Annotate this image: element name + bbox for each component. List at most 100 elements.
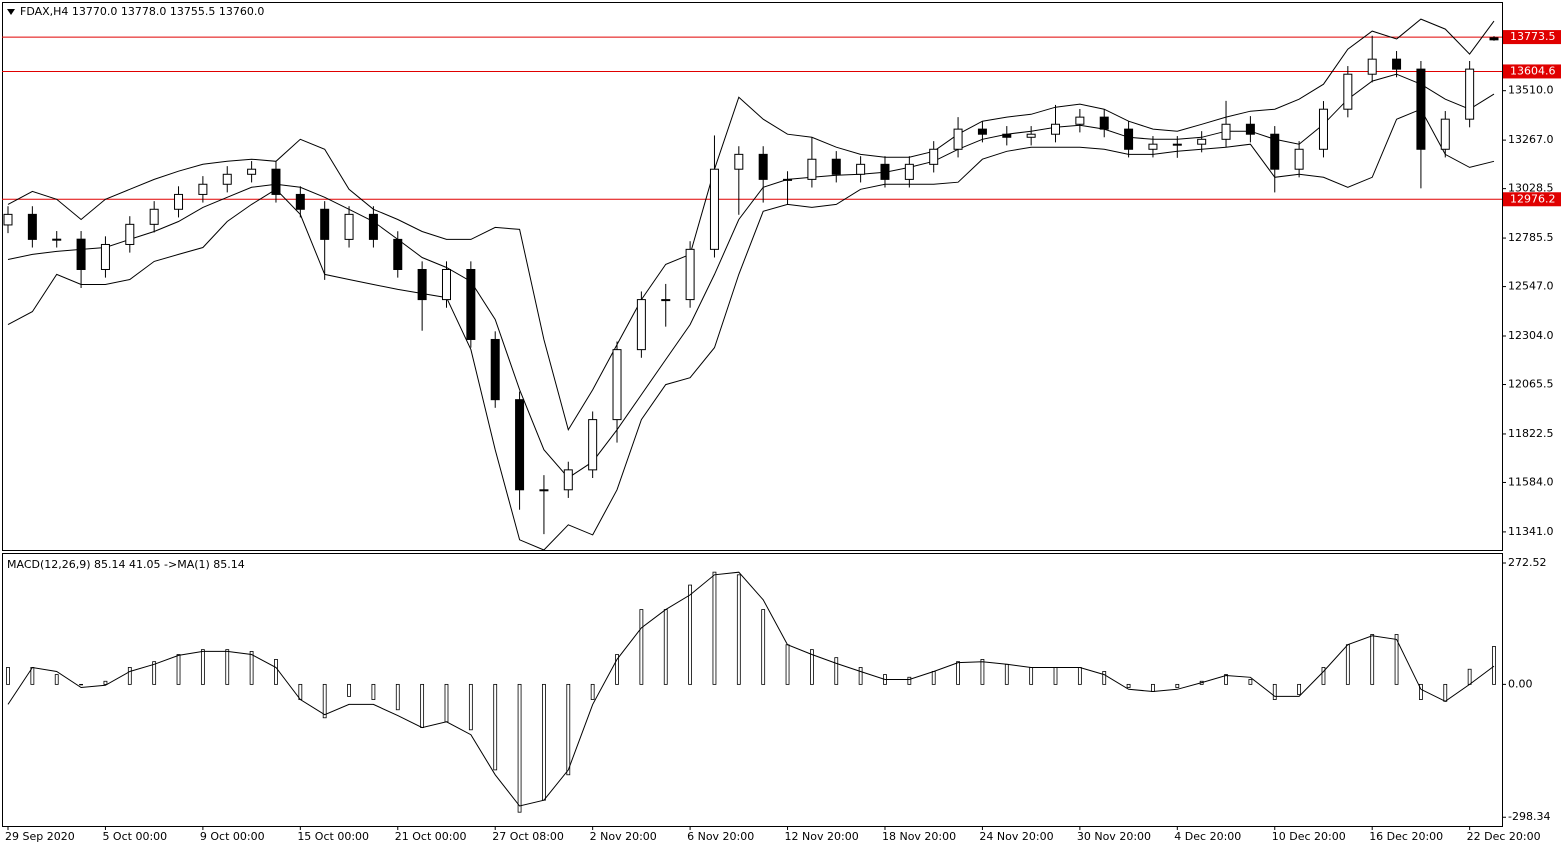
x-tick-label: 9 Oct 00:00 [200, 830, 265, 843]
macd-bar [590, 683, 595, 700]
macd-bar [931, 671, 936, 685]
candle-body [880, 163, 890, 180]
candle-body [490, 338, 500, 401]
macd-bar [1467, 668, 1472, 685]
candle-body [125, 223, 135, 245]
candle-body [417, 268, 427, 301]
candle-body [76, 238, 86, 270]
candle-body [734, 153, 744, 170]
macd-bar [347, 683, 351, 697]
macd-bar [785, 644, 790, 685]
candle-body [174, 193, 184, 210]
candle-body [953, 128, 963, 150]
signal-line [7, 571, 1495, 807]
x-tick-label: 10 Dec 20:00 [1272, 830, 1346, 843]
candle-body [466, 268, 476, 340]
x-tick-label: 24 Nov 20:00 [979, 830, 1053, 843]
macd-bar [322, 683, 327, 719]
macd-bar [1443, 683, 1448, 702]
y-tick-label: 13510.0 [1508, 84, 1554, 97]
y-tick-label: 12547.0 [1508, 280, 1554, 293]
macd-bar [1151, 683, 1155, 692]
candle-body [539, 489, 549, 492]
y-tick-label: 12304.0 [1508, 329, 1554, 342]
macd-bar [152, 661, 157, 685]
level-label: 13773.5 [1510, 30, 1556, 43]
candle-body [271, 168, 281, 195]
candle-body [1245, 123, 1255, 135]
macd-bar [542, 683, 546, 801]
macd-bar [444, 683, 449, 723]
y-tick-label: 272.52 [1508, 556, 1547, 569]
macd-bar [1175, 683, 1180, 688]
y-tick-label: 13028.5 [1508, 182, 1554, 195]
candle-body [1392, 58, 1402, 70]
macd-bar [371, 683, 376, 700]
menu-arrow[interactable] [7, 9, 15, 15]
price-panel [2, 2, 1503, 551]
candle-body [368, 213, 378, 240]
x-tick-label: 12 Nov 20:00 [785, 830, 859, 843]
candle-body [856, 163, 866, 175]
macd-bar [1345, 644, 1350, 685]
y-tick-label: 12065.5 [1508, 378, 1554, 391]
macd-bar [1492, 646, 1496, 685]
candle-body [612, 349, 622, 421]
candle-body [198, 183, 208, 195]
candle-body [709, 168, 719, 250]
candle-body [1489, 37, 1499, 41]
x-tick-label: 6 Nov 20:00 [687, 830, 754, 843]
candle-body [247, 168, 257, 175]
candle-body [588, 419, 598, 471]
candle-body [1343, 73, 1353, 110]
candle-body [149, 208, 159, 225]
macd-bar [176, 654, 181, 685]
candle-body [1148, 143, 1158, 150]
macd-bar [1248, 679, 1253, 685]
candle-body [758, 153, 768, 180]
y-tick-label: 13267.0 [1508, 133, 1554, 146]
macd-bar [858, 667, 863, 685]
candle-body [1075, 116, 1085, 125]
y-tick-label: 12785.5 [1508, 231, 1554, 244]
candle-body [441, 268, 451, 301]
candle-body [1367, 58, 1377, 75]
x-tick-label: 15 Oct 00:00 [297, 830, 369, 843]
bollinger-band [7, 18, 1495, 432]
macd-bar [1004, 663, 1009, 685]
macd-bar [200, 649, 205, 685]
y-tick-label: 11341.0 [1508, 525, 1554, 538]
level-label-box [1503, 64, 1561, 79]
x-tick-label: 29 Sep 2020 [5, 830, 75, 843]
macd-bar [54, 674, 59, 685]
candle-body [1002, 133, 1012, 138]
macd-bar [1394, 634, 1399, 685]
candle-body [1051, 123, 1061, 135]
x-tick-label: 5 Oct 00:00 [102, 830, 167, 843]
macd-bar [249, 651, 254, 685]
candle-body [1270, 133, 1280, 170]
candle-body [320, 208, 330, 240]
candle-body [783, 178, 793, 181]
level-label: 13604.6 [1510, 64, 1556, 77]
candle-body [1172, 143, 1182, 146]
macd-bar [225, 649, 230, 685]
macd-bar [810, 649, 814, 685]
candle-body [27, 213, 37, 240]
x-tick-label: 27 Oct 08:00 [492, 830, 564, 843]
macd-bar [1029, 667, 1034, 685]
macd-bar [761, 609, 766, 685]
candle-body [100, 243, 110, 270]
candle-body [563, 469, 573, 491]
macd-bar [1419, 683, 1423, 700]
y-tick-label: -298.34 [1508, 810, 1550, 823]
macd-bar [420, 683, 425, 728]
x-tick-label: 30 Nov 20:00 [1077, 830, 1151, 843]
macd-bar [1077, 667, 1082, 685]
candle-body [1124, 128, 1134, 150]
x-tick-label: 22 Dec 20:00 [1467, 830, 1541, 843]
macd-bar [688, 584, 692, 685]
candle-body [661, 299, 671, 302]
y-tick-label: 0.00 [1508, 677, 1533, 690]
